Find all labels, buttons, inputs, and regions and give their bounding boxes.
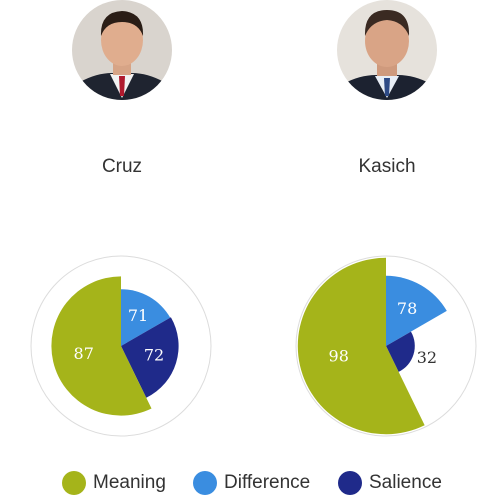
wedge-meaning-cruz [51, 276, 152, 416]
wedge-meaning-kasich [297, 257, 425, 435]
legend-label-meaning: Meaning [93, 472, 166, 493]
value-label-salience-kasich: 32 [417, 348, 437, 367]
wedge-difference-kasich [386, 275, 447, 346]
value-label-difference-cruz: 71 [128, 306, 148, 325]
legend-label-salience: Salience [369, 472, 442, 493]
value-label-meaning-kasich: 98 [329, 346, 349, 365]
candidate-name-kasich: Kasich [358, 156, 416, 177]
value-label-difference-kasich: 78 [397, 299, 417, 318]
legend-swatch-salience [338, 471, 362, 495]
value-label-salience-cruz: 72 [144, 346, 164, 365]
legend-label-difference: Difference [224, 472, 311, 493]
wedge-salience-kasich [386, 331, 415, 372]
candidate-name-cruz: Cruz [101, 156, 143, 177]
legend-swatch-difference [193, 471, 217, 495]
wedge-difference-cruz [121, 289, 171, 346]
value-label-meaning-cruz: 87 [74, 344, 94, 363]
legend-swatch-meaning [62, 471, 86, 495]
cruz-portrait [72, 0, 172, 100]
legend: Meaning Difference Salience [0, 468, 498, 498]
wedge-salience-cruz [121, 317, 179, 398]
